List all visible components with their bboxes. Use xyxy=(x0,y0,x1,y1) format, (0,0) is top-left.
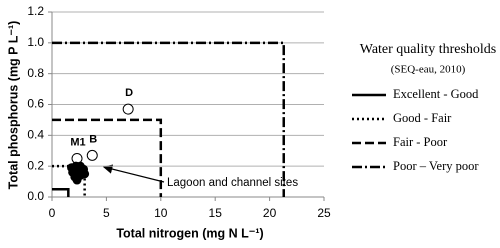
x-axis-title: Total nitrogen (mg N L⁻¹) xyxy=(116,226,263,240)
x-tick-label: 0 xyxy=(49,206,56,220)
y-tick-label: 0.6 xyxy=(27,97,44,111)
y-tick-label: 0.2 xyxy=(27,158,44,172)
y-tick-label: 0.0 xyxy=(27,189,44,203)
legend-title: Water quality thresholds xyxy=(360,42,497,57)
threshold-line xyxy=(52,118,163,197)
point-label: M1 xyxy=(70,136,85,148)
y-tick-label: 1.0 xyxy=(27,35,44,49)
legend-subtitle: (SEQ-eau, 2010) xyxy=(391,64,466,76)
x-tick-label: 20 xyxy=(263,206,277,220)
y-tick-label: 0.8 xyxy=(27,66,44,80)
legend-label: Good - Fair xyxy=(393,111,452,125)
point-label: D xyxy=(125,87,133,99)
x-tick-label: 15 xyxy=(209,206,223,220)
threshold-line xyxy=(52,164,86,197)
data-point xyxy=(86,149,98,161)
data-point xyxy=(122,103,134,115)
legend-label: Excellent - Good xyxy=(393,87,479,101)
annotation-arrow xyxy=(102,164,165,183)
x-tick-label: 10 xyxy=(154,206,168,220)
x-tick-label: 25 xyxy=(317,206,331,220)
data-point xyxy=(72,175,82,185)
legend-label: Poor – Very poor xyxy=(393,159,479,173)
threshold-line xyxy=(52,41,285,197)
annotation: Lagoon and channel sites xyxy=(167,177,298,189)
y-tick-label: 1.2 xyxy=(27,4,44,18)
y-axis-title: Total phosphorus (mg P L⁻¹) xyxy=(6,21,20,190)
data-point xyxy=(80,169,90,179)
x-tick-label: 5 xyxy=(103,206,110,220)
legend-label: Fair - Poor xyxy=(393,135,448,149)
y-tick-label: 0.4 xyxy=(27,128,44,142)
point-label: B xyxy=(89,133,97,145)
threshold-line xyxy=(52,188,70,197)
